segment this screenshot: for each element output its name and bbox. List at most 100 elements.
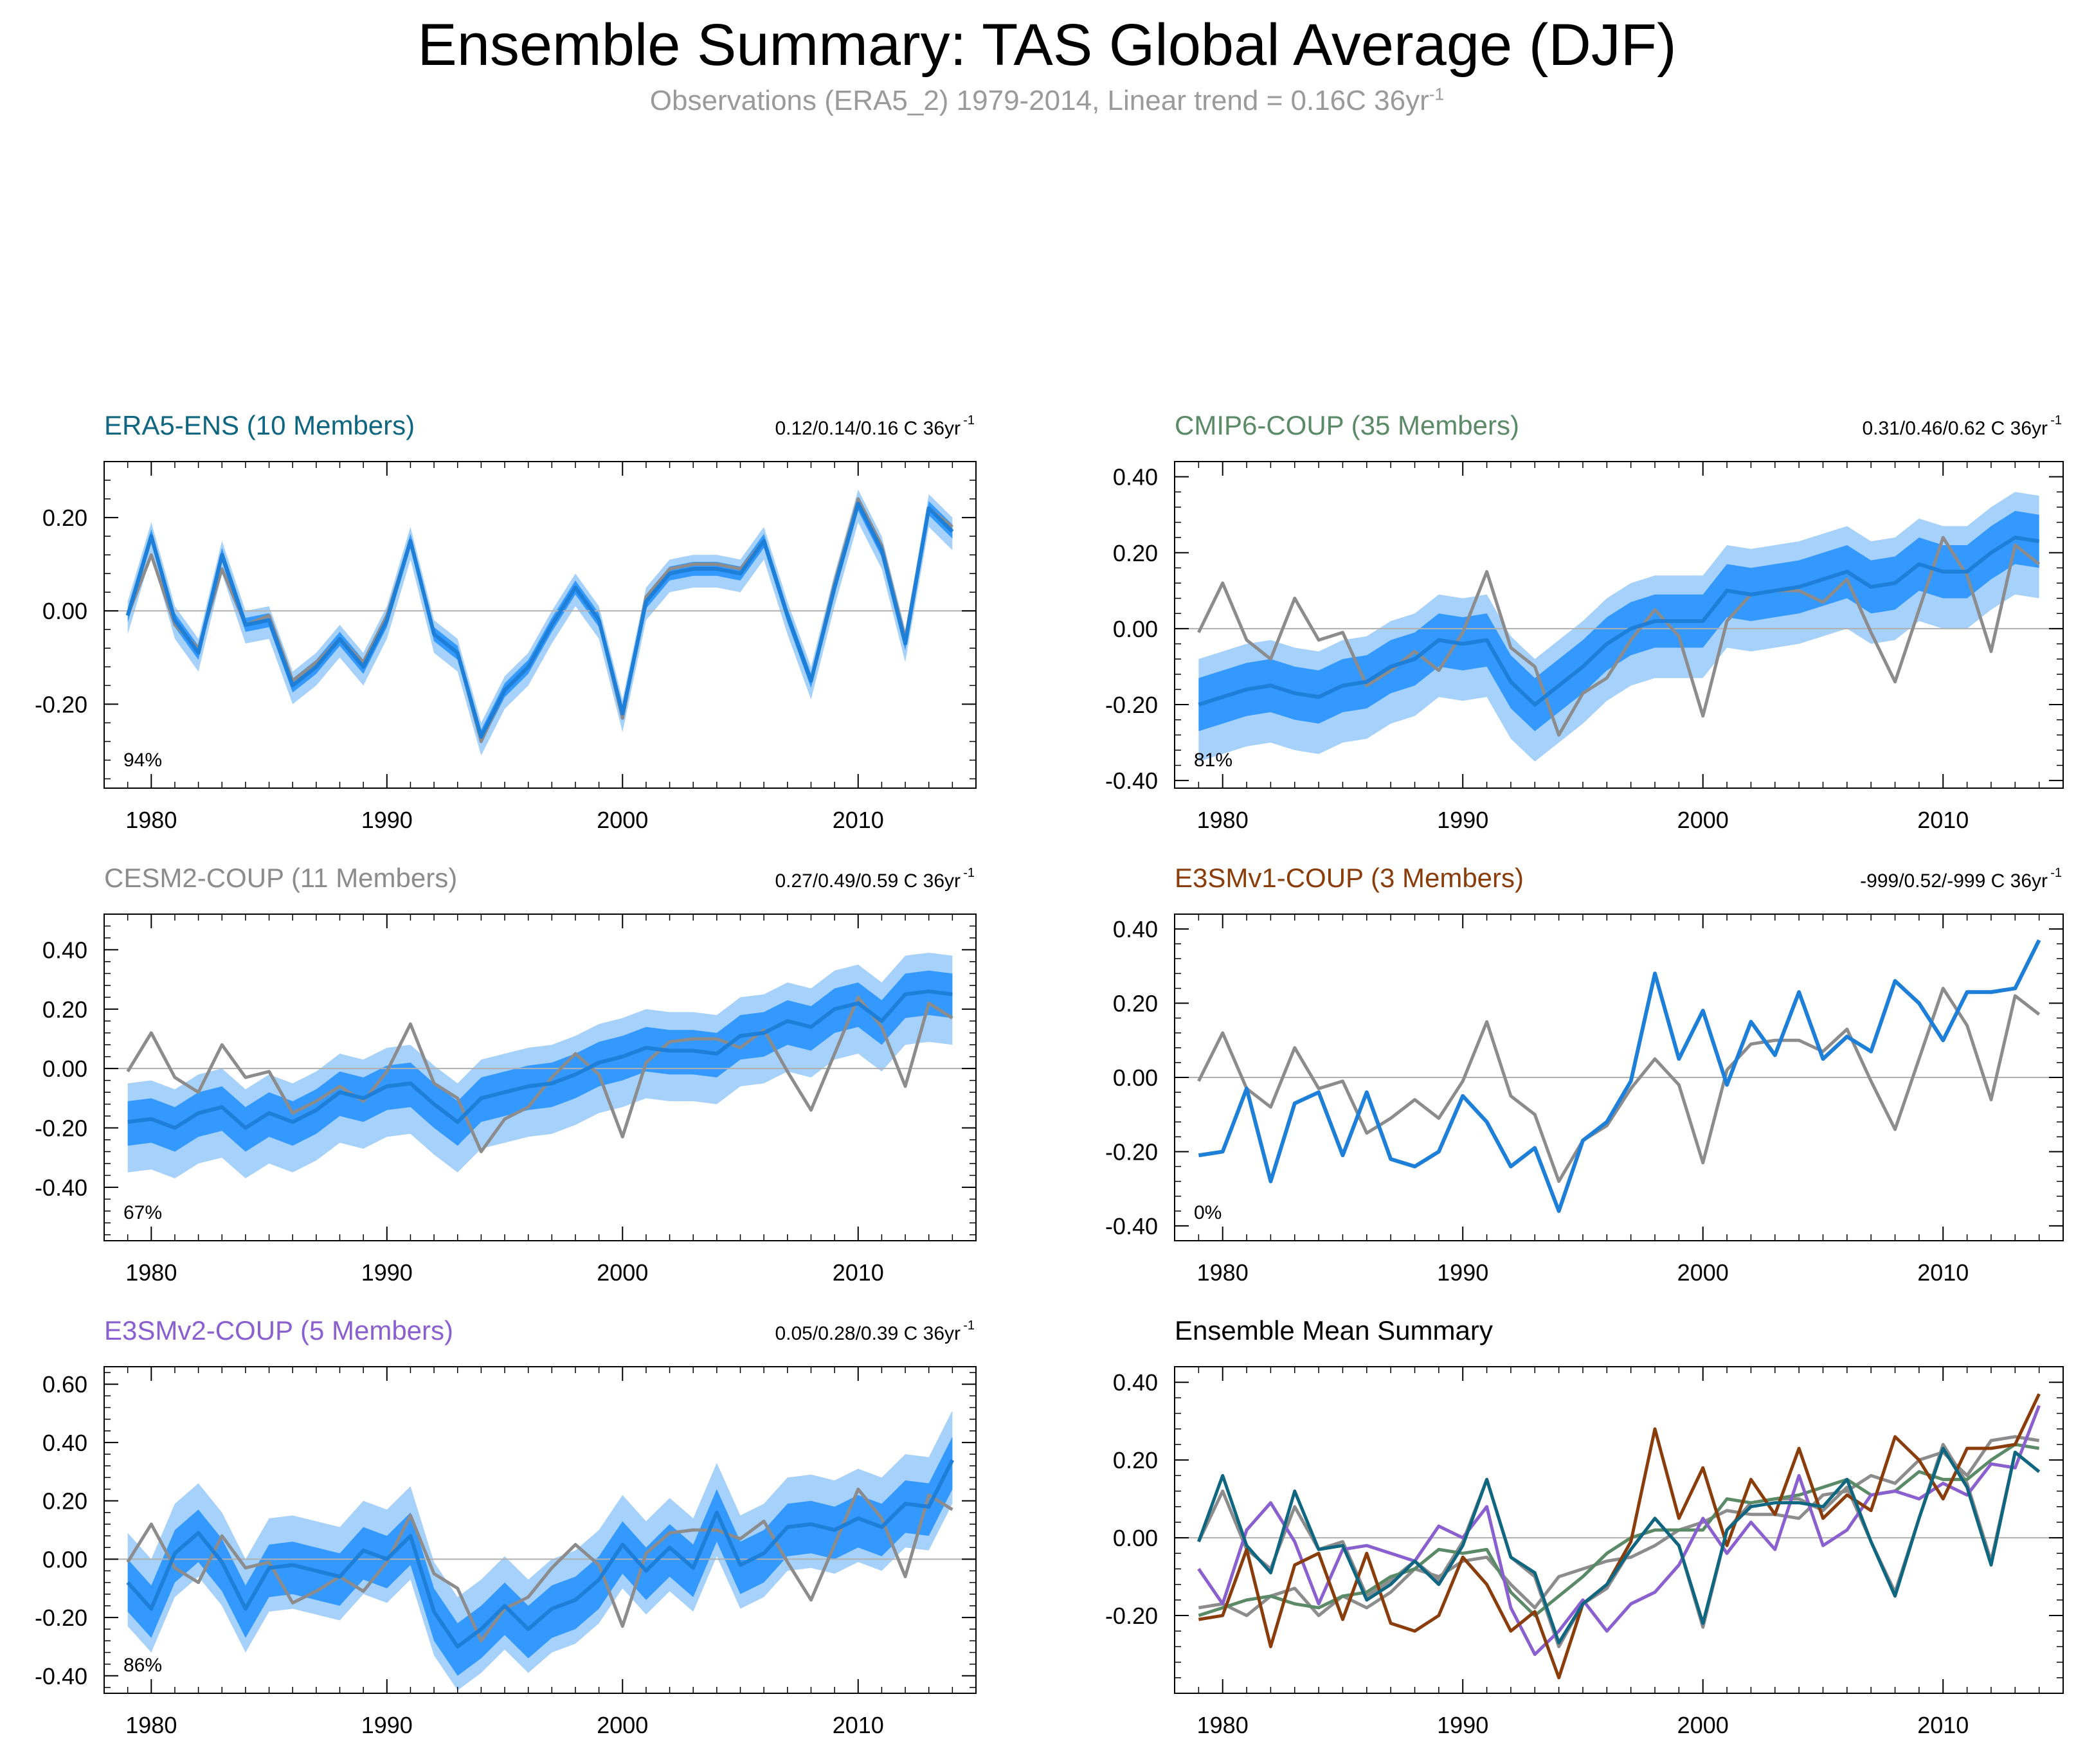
inner-band-e3smv2	[127, 1436, 953, 1676]
panel-summary: Ensemble Mean Summary -0.20 0.00 0.20 0.40 19…	[1105, 1315, 2064, 1738]
ytick-label: 0.20	[1113, 991, 1158, 1017]
figure-subtitle: Observations (ERA5_2) 1979-2014, Linear …	[0, 85, 2094, 117]
inner-band-cmip6	[1198, 510, 2039, 732]
panel-era5: ERA5-ENS (10 Members) 0.12/0.14/0.16 C 36…	[35, 410, 977, 833]
xtick-label: 1980	[125, 1712, 177, 1738]
ytick-label: 0.00	[1113, 1065, 1158, 1091]
percent-label-cmip6: 81%	[1194, 750, 1232, 771]
ytick-label: 0.20	[42, 1488, 87, 1515]
xtick-label: 2010	[1917, 1712, 1969, 1738]
panel-title-cmip6: CMIP6-COUP (35 Members)	[1175, 410, 1519, 440]
figure-title: Ensemble Summary: TAS Global Average (DJ…	[417, 12, 1677, 78]
ytick-label: -0.40	[35, 1174, 87, 1201]
xtick-label: 2000	[597, 1712, 648, 1738]
percent-label-era5: 94%	[123, 750, 162, 771]
ytick-label: 0.20	[42, 505, 87, 531]
xtick-label: 1990	[1437, 1259, 1488, 1286]
ytick-label: 0.00	[42, 1056, 87, 1082]
xtick-label: 1980	[1197, 807, 1249, 833]
ytick-label: -0.40	[1105, 768, 1158, 794]
xtick-label: 2010	[833, 1259, 884, 1286]
ytick-label: 0.00	[42, 1546, 87, 1572]
subtitle-text: Observations (ERA5_2) 1979-2014, Linear …	[649, 85, 1429, 116]
panel-cmip6: CMIP6-COUP (35 Members) 0.31/0.46/0.62 C …	[1105, 410, 2064, 833]
panel-title-e3smv2: E3SMv2-COUP (5 Members)	[104, 1315, 453, 1346]
mean-line-cmip6	[1198, 536, 2040, 707]
ytick-label: 0.20	[1113, 1447, 1158, 1473]
ytick-label: 0.40	[42, 937, 87, 963]
ytick-label: 0.00	[42, 598, 87, 624]
plot-frame-summary	[1174, 1366, 2064, 1694]
xtick-label: 2010	[833, 807, 884, 833]
obs-line-cmip6	[1197, 536, 2041, 737]
xtick-label: 1990	[1437, 1712, 1488, 1738]
xtick-label: 1980	[1197, 1712, 1249, 1738]
xtick-label: 1990	[1437, 807, 1488, 833]
plot-frame-e3smv2	[104, 1366, 977, 1694]
panel-title-cesm2: CESM2-COUP (11 Members)	[104, 863, 457, 893]
trend-superscript-e3smv2: -1	[963, 1318, 975, 1333]
trend-text-cmip6: 0.31/0.46/0.62 C 36yr	[1862, 418, 2048, 439]
xtick-label: 2010	[833, 1712, 884, 1738]
xtick-label: 2000	[1677, 1259, 1729, 1286]
xtick-label: 2000	[597, 1259, 648, 1286]
panel-cesm2: CESM2-COUP (11 Members) 0.27/0.49/0.59 C …	[35, 863, 977, 1286]
mean-line-e3smv2	[126, 1459, 955, 1649]
ytick-label: -0.20	[35, 1115, 87, 1142]
obs-line-e3smv1	[1197, 986, 2041, 1184]
plot-frame-cesm2	[104, 914, 977, 1241]
obs-line-cesm2	[126, 995, 953, 1153]
panel-e3smv2: E3SMv2-COUP (5 Members) 0.05/0.28/0.39 C …	[35, 1315, 977, 1738]
panel-e3smv1: E3SMv1-COUP (3 Members) -999/0.52/-999 C …	[1105, 863, 2064, 1286]
plot-frame-cmip6	[1174, 461, 2064, 789]
ytick-label: -0.20	[1105, 1603, 1158, 1629]
trend-text-e3smv2: 0.05/0.28/0.39 C 36yr	[775, 1323, 961, 1344]
ytick-label: 0.20	[42, 996, 87, 1023]
ytick-label: 0.40	[42, 1430, 87, 1456]
trend-text-e3smv1: -999/0.52/-999 C 36yr	[1860, 870, 2048, 892]
series-line-era5-ens	[1197, 1446, 2041, 1644]
ytick-label: -0.20	[1105, 1138, 1158, 1165]
xtick-label: 2000	[1677, 807, 1729, 833]
trend-text-era5: 0.12/0.14/0.16 C 36yr	[775, 418, 961, 439]
panel-title-era5: ERA5-ENS (10 Members)	[104, 410, 415, 440]
outer-band-era5	[127, 489, 953, 756]
obs-line-e3smv2	[126, 1488, 953, 1643]
xtick-label: 1990	[361, 807, 413, 833]
trend-superscript-era5: -1	[963, 413, 975, 428]
trend-superscript-cmip6: -1	[2050, 413, 2062, 428]
xtick-label: 1990	[361, 1259, 413, 1286]
ytick-label: 0.00	[1113, 616, 1158, 642]
xtick-label: 1980	[1197, 1259, 1249, 1286]
percent-label-cesm2: 67%	[123, 1202, 162, 1223]
ytick-label: 0.20	[1113, 540, 1158, 566]
series-line-e3smv2-coup	[1197, 1405, 2041, 1657]
panel-title-summary: Ensemble Mean Summary	[1175, 1315, 1493, 1346]
percent-label-e3smv1: 0%	[1194, 1202, 1222, 1223]
xtick-label: 2000	[1677, 1712, 1729, 1738]
mean-line-cesm2	[127, 989, 953, 1130]
inner-band-cesm2	[127, 970, 953, 1152]
series-line-cmip6-coup	[1198, 1443, 2040, 1617]
xtick-label: 2010	[1917, 1259, 1969, 1286]
trend-text-cesm2: 0.27/0.49/0.59 C 36yr	[775, 870, 961, 892]
trend-superscript-e3smv1: -1	[2050, 866, 2062, 880]
xtick-label: 1980	[125, 1259, 177, 1286]
subtitle-superscript: -1	[1429, 84, 1445, 104]
ytick-label: -0.20	[35, 691, 87, 717]
xtick-label: 2000	[597, 807, 648, 833]
ytick-label: -0.40	[35, 1663, 87, 1689]
series-line-e3smv1-coup	[1198, 1393, 2041, 1680]
ytick-label: 0.00	[1113, 1525, 1158, 1551]
ytick-label: 0.40	[1113, 464, 1158, 491]
ytick-label: 0.40	[1113, 916, 1158, 942]
plot-frame-era5	[104, 461, 977, 789]
ytick-label: -0.40	[1105, 1213, 1158, 1239]
percent-label-e3smv2: 86%	[123, 1655, 162, 1676]
ytick-label: 0.60	[42, 1371, 87, 1398]
mean-line-e3smv1	[1198, 939, 2041, 1213]
trend-superscript-cesm2: -1	[963, 866, 975, 880]
ytick-label: -0.20	[1105, 692, 1158, 718]
ytick-label: 0.40	[1113, 1369, 1158, 1396]
